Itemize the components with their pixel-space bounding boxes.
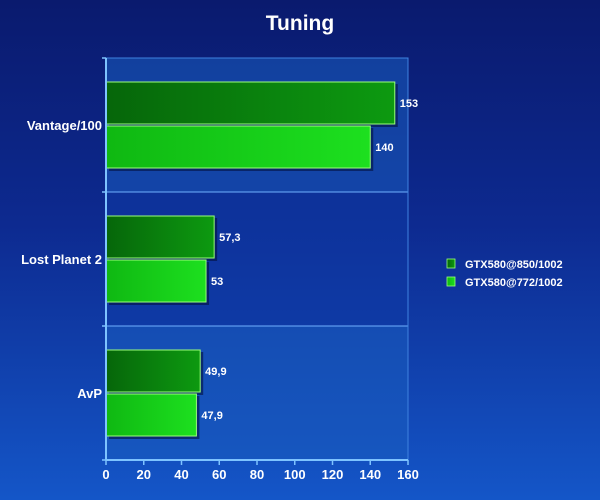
chart-title: Tuning bbox=[266, 12, 334, 35]
data-label: 49,9 bbox=[205, 366, 226, 378]
legend-label: GTX580@772/1002 bbox=[465, 277, 563, 289]
category-label: Vantage/100 bbox=[27, 118, 102, 133]
bar bbox=[105, 215, 215, 259]
data-label: 153 bbox=[400, 98, 418, 110]
data-label: 140 bbox=[375, 142, 393, 154]
x-tick-label: 60 bbox=[212, 467, 226, 482]
x-tick-label: 40 bbox=[174, 467, 188, 482]
x-tick-label: 120 bbox=[322, 467, 344, 482]
bar bbox=[105, 125, 371, 169]
data-label: 53 bbox=[211, 276, 223, 288]
legend-swatch bbox=[446, 276, 456, 287]
bar bbox=[105, 259, 207, 303]
legend-swatch bbox=[446, 258, 456, 269]
x-tick-label: 80 bbox=[250, 467, 264, 482]
bar bbox=[105, 393, 197, 437]
legend-label: GTX580@850/1002 bbox=[465, 259, 563, 271]
x-tick-label: 160 bbox=[397, 467, 419, 482]
category-label: AvP bbox=[77, 386, 102, 401]
bar bbox=[105, 349, 201, 393]
x-tick-label: 140 bbox=[359, 467, 381, 482]
x-tick-label: 100 bbox=[284, 467, 306, 482]
x-tick-label: 20 bbox=[137, 467, 151, 482]
bar bbox=[105, 81, 396, 125]
data-label: 57,3 bbox=[219, 232, 240, 244]
category-label: Lost Planet 2 bbox=[21, 252, 102, 267]
data-label: 47,9 bbox=[201, 410, 222, 422]
x-tick-label: 0 bbox=[102, 467, 109, 482]
